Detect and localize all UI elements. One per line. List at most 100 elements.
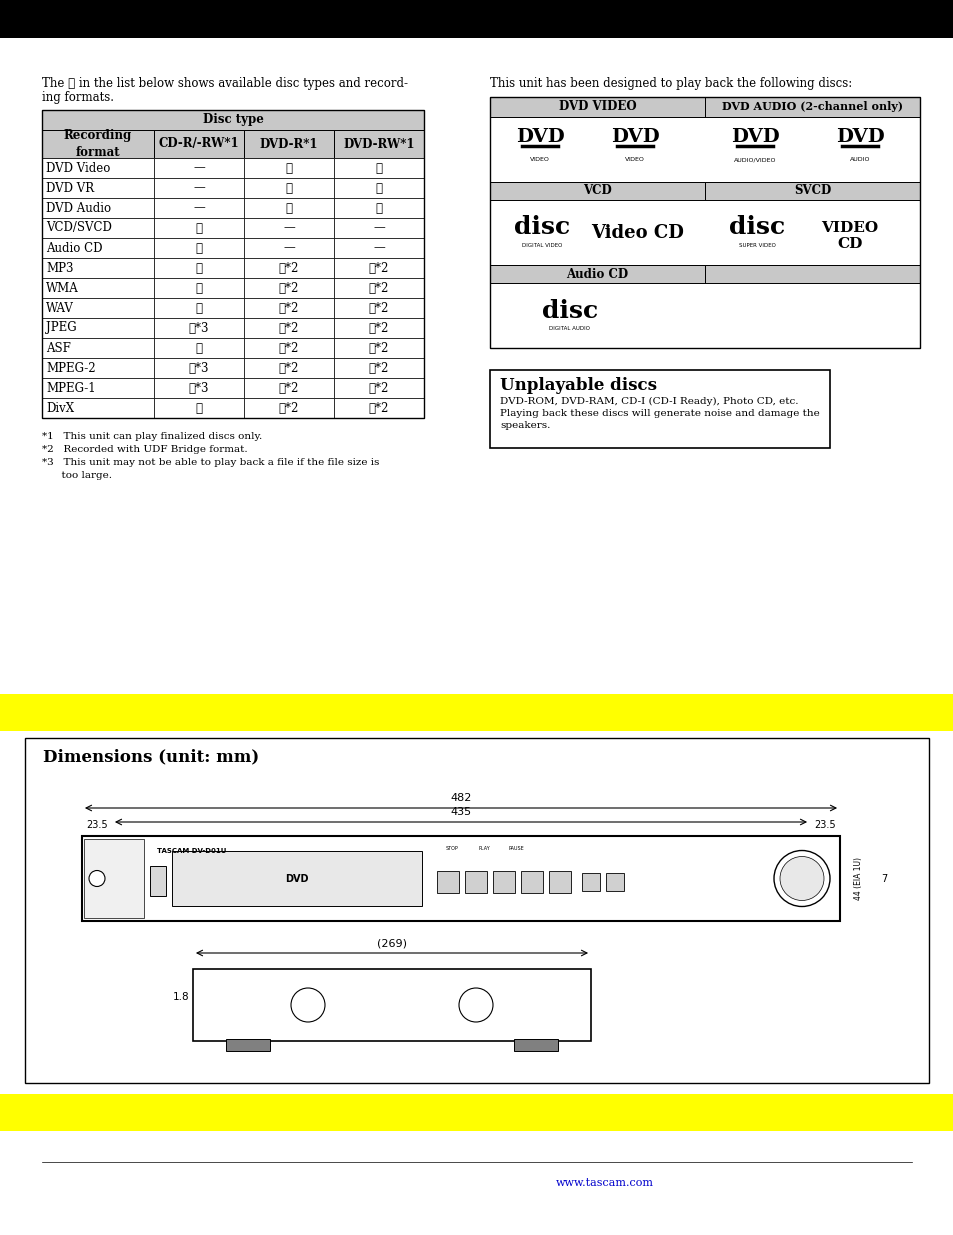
Bar [153,178,244,198]
Text: *1   This unit can play finalized discs only.: *1 This unit can play finalized discs on… [42,432,262,441]
Text: ✓: ✓ [285,201,293,215]
Bar [82,836,840,921]
Circle shape [780,857,823,900]
Text: ✓*2: ✓*2 [369,401,389,415]
Bar [42,110,423,130]
Bar [42,219,153,238]
Text: SUPER VIDEO: SUPER VIDEO [738,243,775,248]
Text: ✓*2: ✓*2 [278,282,299,294]
Text: PAUSE: PAUSE [508,846,523,851]
Bar [42,238,153,258]
Text: —: — [193,201,205,215]
Text: TASCAM DV-D01U: TASCAM DV-D01U [157,848,226,853]
Bar [153,298,244,317]
Text: ✓*2: ✓*2 [369,262,389,274]
Text: 435: 435 [450,806,471,818]
Text: VCD: VCD [582,184,611,198]
Text: MPEG-2: MPEG-2 [46,362,95,374]
Text: ✓: ✓ [195,401,202,415]
Bar [334,378,423,398]
Bar [153,198,244,219]
Text: 44 (EIA 1U): 44 (EIA 1U) [853,857,862,900]
Text: ✓*3: ✓*3 [189,362,209,374]
Bar [605,873,623,890]
Text: —: — [193,182,205,194]
Bar [490,182,704,200]
Text: disc: disc [541,299,598,322]
Bar [42,158,153,178]
Text: disc: disc [728,215,784,240]
Bar [704,98,919,117]
Text: ✓*2: ✓*2 [369,382,389,394]
Text: VIDEO: VIDEO [821,221,878,236]
Bar [153,258,244,278]
Text: ✓*2: ✓*2 [278,362,299,374]
Text: VIDEO: VIDEO [530,157,549,162]
Bar [244,258,334,278]
Bar [172,851,421,906]
Text: Audio CD: Audio CD [46,242,102,254]
Text: www.tascam.com: www.tascam.com [556,1178,654,1188]
Bar [244,178,334,198]
Bar [244,298,334,317]
Text: ✓*2: ✓*2 [369,282,389,294]
Text: DVD: DVD [730,128,779,147]
Text: PLAY: PLAY [477,846,489,851]
Bar [334,130,423,158]
Text: disc: disc [514,215,570,240]
Text: ✓: ✓ [195,342,202,354]
Text: The ✓ in the list below shows available disc types and record-: The ✓ in the list below shows available … [42,77,408,90]
Text: ✓: ✓ [195,262,202,274]
Text: ✓*2: ✓*2 [369,342,389,354]
Text: DVD-RW*1: DVD-RW*1 [343,137,415,151]
Text: DivX: DivX [46,401,74,415]
Text: —: — [283,221,294,235]
Text: 1.8: 1.8 [172,992,189,1002]
Bar [464,871,486,893]
Bar [334,278,423,298]
Text: Video CD: Video CD [591,224,683,242]
Text: DVD VR: DVD VR [46,182,94,194]
Text: This unit has been designed to play back the following discs:: This unit has been designed to play back… [490,77,851,90]
Bar [334,298,423,317]
Bar [84,839,144,918]
Bar [490,200,919,266]
Bar [193,969,590,1041]
Text: ✓: ✓ [285,162,293,174]
Text: VIDEO: VIDEO [624,157,644,162]
Text: ✓: ✓ [375,201,382,215]
Text: 23.5: 23.5 [813,820,835,830]
Text: Unplayable discs: Unplayable discs [499,377,657,394]
Bar [153,219,244,238]
Text: Audio CD: Audio CD [566,268,628,280]
Text: CD-R/-RW*1: CD-R/-RW*1 [158,137,239,151]
Text: ✓*2: ✓*2 [369,301,389,315]
Bar [244,398,334,417]
Text: too large.: too large. [42,471,112,480]
Text: ✓*2: ✓*2 [278,342,299,354]
Text: DVD-ROM, DVD-RAM, CD-I (CD-I Ready), Photo CD, etc.
Playing back these discs wil: DVD-ROM, DVD-RAM, CD-I (CD-I Ready), Pho… [499,396,819,430]
Text: ✓: ✓ [375,182,382,194]
Bar [42,258,153,278]
Text: ✓: ✓ [195,282,202,294]
Bar [490,98,919,348]
Text: DVD: DVD [285,874,309,884]
Text: DVD Video: DVD Video [46,162,111,174]
Text: DIGITAL AUDIO: DIGITAL AUDIO [549,326,590,331]
Bar [244,158,334,178]
Bar [334,317,423,338]
Bar [490,283,919,348]
Text: ✓: ✓ [285,182,293,194]
Bar [244,198,334,219]
Bar [244,130,334,158]
Bar [334,198,423,219]
Bar [42,378,153,398]
Bar [42,317,153,338]
Bar [42,298,153,317]
Text: DIGITAL VIDEO: DIGITAL VIDEO [521,243,561,248]
Text: AUDIO/VIDEO: AUDIO/VIDEO [733,157,776,162]
Bar [150,866,166,897]
Bar [153,238,244,258]
Text: —: — [283,242,294,254]
Text: ✓*2: ✓*2 [278,321,299,335]
